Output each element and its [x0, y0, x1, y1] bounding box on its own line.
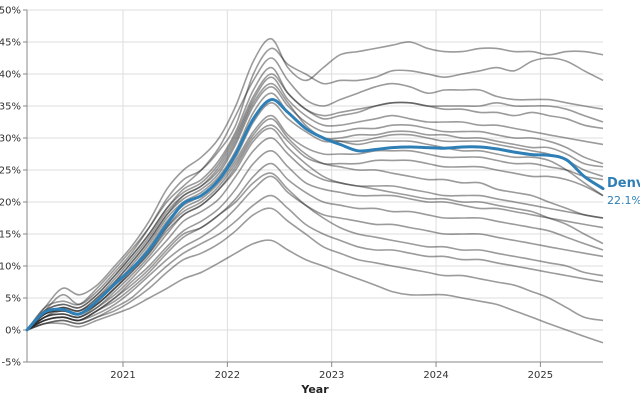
- label-layer: Year Denver 22.1%: [300, 176, 640, 396]
- series-line-16: [26, 207, 604, 331]
- y-tick-label: 0%: [5, 326, 21, 337]
- series-line-8: [26, 102, 604, 331]
- series-line-9: [26, 114, 604, 331]
- y-tick-label: -5%: [2, 358, 21, 369]
- x-tick-label: 2021: [110, 370, 135, 381]
- series-line-15: [26, 194, 604, 331]
- series-line-17: [26, 239, 604, 344]
- series-line-6: [26, 86, 604, 331]
- series-line-21: [26, 127, 604, 331]
- y-tick-label: 35%: [0, 102, 21, 113]
- grid-layer: [27, 9, 603, 363]
- series-line-2: [26, 47, 604, 331]
- series-line-19: [26, 73, 604, 331]
- y-tick-label: 50%: [0, 6, 21, 17]
- series-line-12: [26, 150, 604, 331]
- y-tick-label: 40%: [0, 70, 21, 81]
- y-tick-label: 10%: [0, 262, 21, 273]
- y-tick-label: 15%: [0, 230, 21, 241]
- x-tick-label: 2025: [528, 370, 553, 381]
- y-tick-label: 30%: [0, 134, 21, 145]
- series-line-14: [26, 175, 604, 331]
- series-line-10: [26, 124, 604, 331]
- series-line-4: [26, 66, 604, 331]
- x-tick-label: 2023: [319, 370, 344, 381]
- series-line-3: [26, 57, 604, 331]
- x-axis-title: Year: [300, 383, 329, 396]
- highlight-series-name: Denver: [607, 176, 640, 191]
- y-tick-label: 5%: [5, 294, 21, 305]
- x-tick-label: 2024: [423, 370, 448, 381]
- highlight-series-line: [25, 98, 605, 332]
- highlight-last-value: 22.1%: [607, 194, 640, 207]
- y-tick-label: 20%: [0, 198, 21, 209]
- series-line-13: [26, 162, 604, 331]
- series-line-11: [26, 137, 604, 331]
- highlight-layer: [25, 98, 605, 332]
- series-layer: [26, 37, 604, 344]
- y-tick-label: 25%: [0, 166, 21, 177]
- series-line-1: [26, 37, 604, 331]
- axis-layer: -5% 0% 5% 10% 15% 20% 25% 30% 35% 40% 45% 50% 2021 20…: [0, 6, 603, 381]
- y-tick-label: 45%: [0, 38, 21, 49]
- x-tick-label: 2022: [215, 370, 240, 381]
- series-line-22: [26, 172, 604, 331]
- series-line-5: [26, 76, 604, 331]
